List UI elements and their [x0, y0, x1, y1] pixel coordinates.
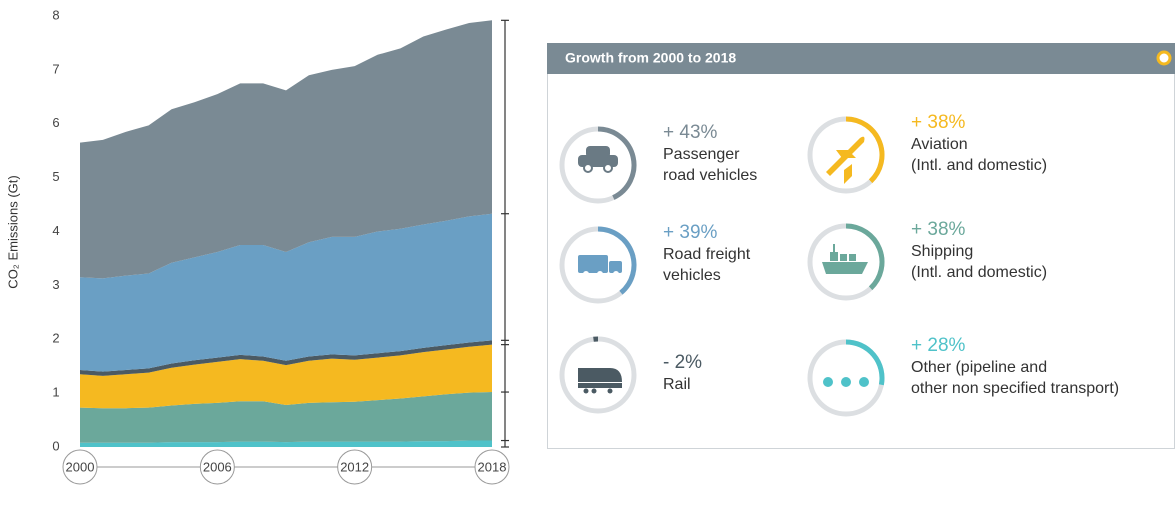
icon-train: [578, 368, 622, 394]
growth-value: + 28%: [911, 335, 966, 356]
growth-value: - 2%: [663, 352, 702, 373]
growth-label: other non specified transport): [911, 380, 1119, 397]
growth-label: Rail: [663, 376, 691, 393]
ring-arc: [845, 116, 885, 184]
y-tick-label: 0: [52, 438, 59, 453]
icon-dots: [823, 377, 869, 387]
area: [80, 20, 492, 279]
panel-dot: [1156, 50, 1172, 66]
ring-arc: [845, 339, 885, 386]
ring-arc: [597, 226, 637, 295]
y-tick-label: 2: [52, 331, 59, 346]
y-tick-label: 7: [52, 61, 59, 76]
x-tick-label: 2000: [66, 459, 95, 474]
x-tick-label: 2006: [203, 459, 232, 474]
growth-label: Shipping: [911, 243, 973, 260]
x-tick-circle: [62, 449, 98, 485]
area: [80, 340, 492, 376]
icon-ship: [822, 244, 868, 274]
growth-label: Other (pipeline and: [911, 359, 1047, 376]
ring-arc: [597, 126, 637, 200]
growth-label: vehicles: [663, 267, 721, 284]
growth-label: Road freight: [663, 246, 751, 263]
growth-label: (Intl. and domestic): [911, 157, 1047, 174]
area: [80, 344, 492, 409]
y-axis-label: CO₂ Emissions (Gt): [5, 175, 20, 288]
area: [80, 392, 492, 443]
icon-plane: [826, 136, 865, 184]
y-tick-label: 3: [52, 277, 59, 292]
x-tick-label: 2018: [478, 459, 507, 474]
y-tick-label: 5: [52, 169, 59, 184]
growth-value: + 38%: [911, 219, 966, 240]
growth-label: (Intl. and domestic): [911, 264, 1047, 281]
y-tick-label: 1: [52, 385, 59, 400]
growth-value: + 43%: [663, 122, 718, 143]
growth-label: Passenger: [663, 146, 740, 163]
growth-label: road vehicles: [663, 167, 757, 184]
y-tick-label: 6: [52, 115, 59, 130]
panel-title: Growth from 2000 to 2018: [565, 50, 736, 66]
x-tick-circle: [337, 449, 373, 485]
growth-value: + 38%: [911, 112, 966, 133]
area: [80, 213, 492, 372]
y-tick-label: 8: [52, 7, 59, 22]
growth-label: Aviation: [911, 136, 968, 153]
x-tick-label: 2012: [340, 459, 369, 474]
x-tick-circle: [474, 449, 510, 485]
x-tick-circle: [199, 449, 235, 485]
icon-truck: [578, 255, 622, 277]
panel-header: [547, 43, 1175, 74]
icon-car: [578, 146, 618, 173]
y-tick-label: 4: [52, 223, 59, 238]
ring-arc: [845, 223, 885, 291]
growth-value: + 39%: [663, 222, 718, 243]
